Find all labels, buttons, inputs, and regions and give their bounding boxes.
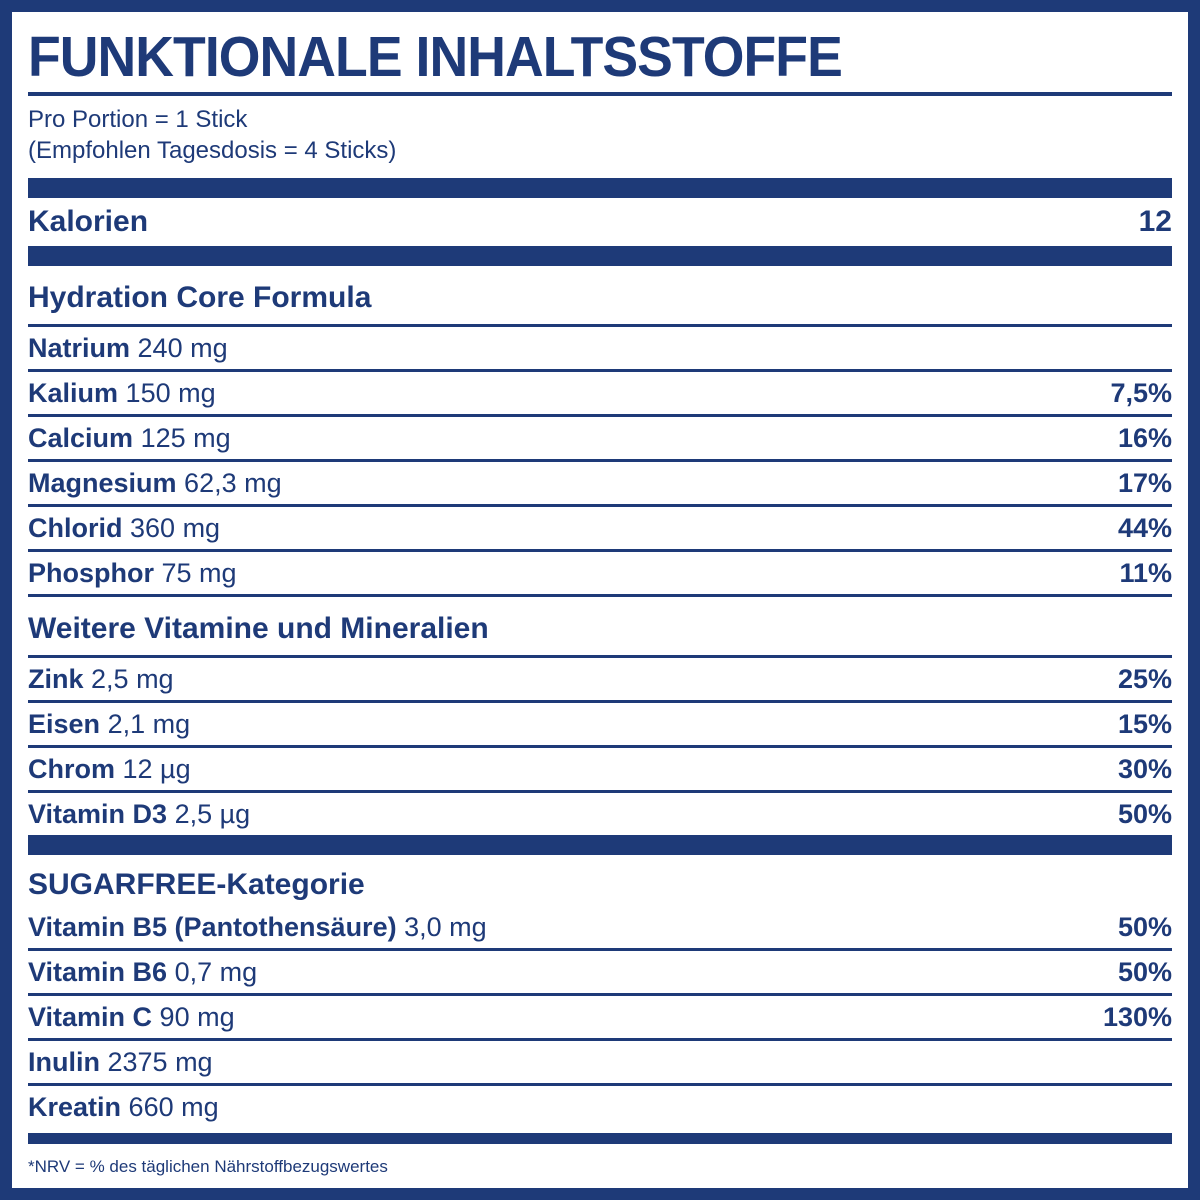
section-title-sugarfree: SUGARFREE-Kategorie xyxy=(28,868,365,902)
nutrient-name: Chlorid xyxy=(28,513,123,544)
nutrient-nrv: 17% xyxy=(1117,468,1172,499)
nutrient-amount: 360 mg xyxy=(130,513,221,544)
nutrient-label: Zink 2,5 mg xyxy=(28,663,174,695)
thick-divider-bar xyxy=(28,246,1172,267)
nutrient-name: Vitamin D3 xyxy=(28,799,168,830)
serving-size-line: Pro Portion = 1 Stick xyxy=(28,105,248,133)
nutrient-name: Vitamin B6 xyxy=(28,957,168,988)
nrv-footnote: *NRV = % des täglichen Nährstoffbezugswe… xyxy=(28,1157,388,1177)
nutrient-row: Chrom 12 µg 30% xyxy=(28,748,1172,794)
thick-divider-bar xyxy=(28,178,1172,199)
calories-row: Kalorien 12 xyxy=(28,198,1172,246)
nutrient-amount: 125 mg xyxy=(140,423,231,454)
nutrient-label: Kreatin 660 mg xyxy=(28,1091,219,1123)
nutrient-label: Inulin 2375 mg xyxy=(28,1046,213,1078)
nutrient-label: Vitamin C 90 mg xyxy=(28,1001,235,1033)
nutrient-amount: 75 mg xyxy=(161,558,237,589)
nutrient-amount: 150 mg xyxy=(125,378,216,409)
daily-dose-line: (Empfohlen Tagesdosis = 4 Sticks) xyxy=(28,136,397,164)
nutrient-nrv: 130% xyxy=(1102,1002,1172,1033)
nutrient-nrv: 50% xyxy=(1117,957,1172,988)
nutrient-nrv: 11% xyxy=(1119,558,1172,589)
nutrient-name: Zink xyxy=(28,664,84,695)
nutrient-row: Inulin 2375 mg xyxy=(28,1041,1172,1087)
nutrient-label: Phosphor 75 mg xyxy=(28,557,237,589)
nutrient-amount: 2,1 mg xyxy=(107,709,191,740)
nutrient-row: Phosphor 75 mg 11% xyxy=(28,552,1172,598)
nutrient-amount: 2375 mg xyxy=(107,1047,213,1078)
nutrient-name: Inulin xyxy=(28,1047,100,1078)
nutrient-row: Eisen 2,1 mg 15% xyxy=(28,703,1172,749)
serving-info: Pro Portion = 1 Stick (Empfohlen Tagesdo… xyxy=(28,105,1172,166)
nutrient-name: Natrium xyxy=(28,333,131,364)
page-title: FUNKTIONALE INHALTSSTOFFE xyxy=(28,25,843,89)
nutrient-label: Natrium 240 mg xyxy=(28,332,228,364)
nutrient-nrv: 50% xyxy=(1117,912,1172,943)
nutrient-amount: 2,5 µg xyxy=(174,799,251,830)
nutrient-amount: 3,0 mg xyxy=(404,912,487,943)
nutrient-label: Eisen 2,1 mg xyxy=(28,708,190,740)
nutrient-name: Calcium xyxy=(28,423,134,454)
nutrient-amount: 2,5 mg xyxy=(91,664,174,695)
nutrient-name: Vitamin C xyxy=(28,1002,153,1033)
nutrient-row: Vitamin B6 0,7 mg 50% xyxy=(28,951,1172,997)
nutrient-label: Calcium 125 mg xyxy=(28,422,231,454)
nutrient-label: Chlorid 360 mg xyxy=(28,512,220,544)
nutrient-row: Kreatin 660 mg xyxy=(28,1086,1172,1128)
nutrient-row: Chlorid 360 mg 44% xyxy=(28,507,1172,553)
title-divider xyxy=(28,91,1172,96)
nutrient-label: Vitamin B5 (Pantothensäure) 3,0 mg xyxy=(28,911,487,943)
nutrient-row: Vitamin D3 2,5 µg 50% xyxy=(28,793,1172,835)
nutrient-row: Kalium 150 mg 7,5% xyxy=(28,372,1172,418)
section-divider xyxy=(28,655,1172,659)
nutrient-row: Vitamin B5 (Pantothensäure) 3,0 mg 50% xyxy=(28,906,1172,952)
nutrient-nrv: 30% xyxy=(1117,754,1172,785)
nutrient-nrv: 25% xyxy=(1117,664,1172,695)
nutrient-row: Zink 2,5 mg 25% xyxy=(28,658,1172,704)
nutrient-name: Magnesium xyxy=(28,468,177,499)
nutrient-name: Kalium xyxy=(28,378,119,409)
nutrient-nrv: 16% xyxy=(1117,423,1172,454)
nutrient-label: Magnesium 62,3 mg xyxy=(28,467,282,499)
section-title-vitamins: Weitere Vitamine und Mineralien xyxy=(28,612,489,646)
section-divider xyxy=(28,324,1172,328)
nutrient-amount: 240 mg xyxy=(137,333,228,364)
nutrient-row: Magnesium 62,3 mg 17% xyxy=(28,462,1172,508)
thick-divider-bar xyxy=(28,835,1172,856)
nutrient-label: Kalium 150 mg xyxy=(28,377,216,409)
nutrient-name: Kreatin xyxy=(28,1092,122,1123)
nutrient-nrv: 50% xyxy=(1117,799,1172,830)
nutrient-name: Eisen xyxy=(28,709,101,740)
nutrient-amount: 0,7 mg xyxy=(174,957,258,988)
nutrient-nrv: 44% xyxy=(1117,513,1172,544)
calories-label: Kalorien xyxy=(28,205,149,239)
nutrient-amount: 62,3 mg xyxy=(184,468,282,499)
nutrient-row: Vitamin C 90 mg 130% xyxy=(28,996,1172,1042)
nutrient-amount: 660 mg xyxy=(128,1092,219,1123)
nutrient-label: Vitamin B6 0,7 mg xyxy=(28,956,257,988)
calories-value: 12 xyxy=(1138,205,1172,239)
medium-divider-bar xyxy=(28,1133,1172,1145)
nutrient-name: Chrom xyxy=(28,754,115,785)
nutrient-nrv: 7,5% xyxy=(1110,378,1172,409)
nutrient-amount: 12 µg xyxy=(122,754,191,785)
nutrient-row: Natrium 240 mg xyxy=(28,327,1172,373)
nutrient-name: Vitamin B5 (Pantothensäure) xyxy=(28,912,397,943)
nutrient-amount: 90 mg xyxy=(159,1002,235,1033)
nutrient-name: Phosphor xyxy=(28,558,154,589)
nutrient-nrv: 15% xyxy=(1117,709,1172,740)
nutrient-row: Calcium 125 mg 16% xyxy=(28,417,1172,463)
nutrient-label: Chrom 12 µg xyxy=(28,753,191,785)
nutrient-label: Vitamin D3 2,5 µg xyxy=(28,798,250,830)
section-title-hydration: Hydration Core Formula xyxy=(28,281,372,315)
